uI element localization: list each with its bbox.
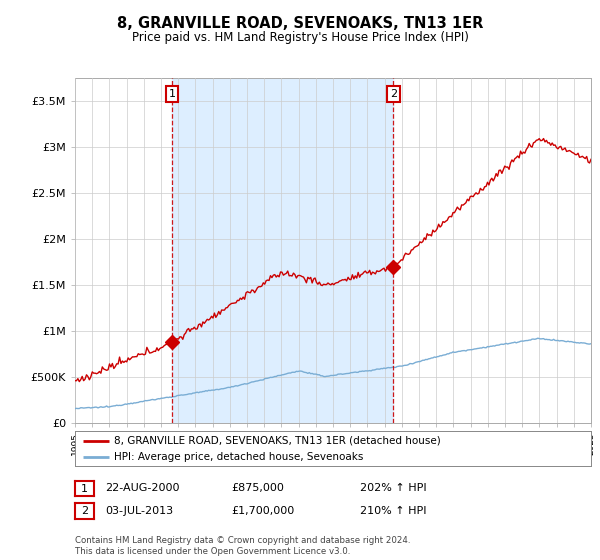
Text: 202% ↑ HPI: 202% ↑ HPI <box>360 483 427 493</box>
Bar <box>172 78 393 423</box>
Text: Price paid vs. HM Land Registry's House Price Index (HPI): Price paid vs. HM Land Registry's House … <box>131 31 469 44</box>
Text: HPI: Average price, detached house, Sevenoaks: HPI: Average price, detached house, Seve… <box>114 452 363 462</box>
Text: £875,000: £875,000 <box>231 483 284 493</box>
Text: Contains HM Land Registry data © Crown copyright and database right 2024.
This d: Contains HM Land Registry data © Crown c… <box>75 536 410 556</box>
Text: 1: 1 <box>169 89 176 99</box>
Text: 1: 1 <box>81 484 88 493</box>
Text: 210% ↑ HPI: 210% ↑ HPI <box>360 506 427 516</box>
Text: 2: 2 <box>389 89 397 99</box>
Text: £1,700,000: £1,700,000 <box>231 506 294 516</box>
Text: 2: 2 <box>81 506 88 516</box>
Text: 8, GRANVILLE ROAD, SEVENOAKS, TN13 1ER: 8, GRANVILLE ROAD, SEVENOAKS, TN13 1ER <box>117 16 483 31</box>
Text: 8, GRANVILLE ROAD, SEVENOAKS, TN13 1ER (detached house): 8, GRANVILLE ROAD, SEVENOAKS, TN13 1ER (… <box>114 436 440 446</box>
Text: 03-JUL-2013: 03-JUL-2013 <box>105 506 173 516</box>
Text: 22-AUG-2000: 22-AUG-2000 <box>105 483 179 493</box>
